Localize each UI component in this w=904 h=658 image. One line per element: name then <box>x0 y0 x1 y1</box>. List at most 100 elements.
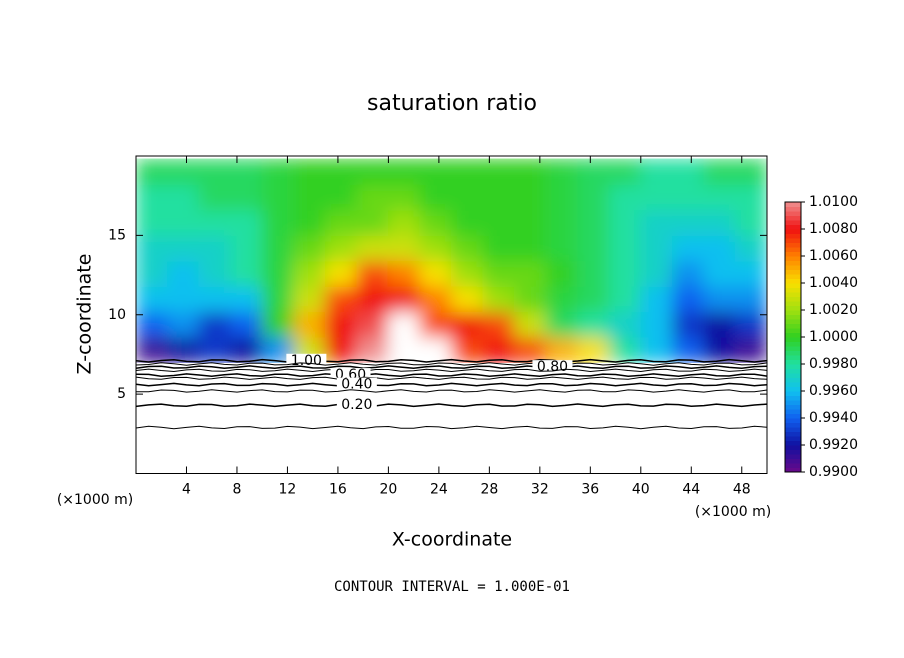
colorbar-swatch <box>785 211 801 216</box>
cell <box>514 285 547 313</box>
cell <box>514 336 547 363</box>
colorbar-swatch <box>785 229 801 234</box>
cell <box>734 260 767 287</box>
cell <box>577 209 610 236</box>
cell <box>293 184 326 211</box>
colorbar-swatch <box>785 337 801 342</box>
cell <box>261 209 295 236</box>
cell <box>261 285 295 313</box>
cell <box>293 158 326 186</box>
colorbar-swatch <box>785 301 801 306</box>
colorbar-swatch <box>785 247 801 252</box>
colorbar-swatch <box>785 391 801 396</box>
cell <box>167 184 200 211</box>
cell <box>482 311 516 338</box>
cell <box>419 260 452 287</box>
x-tick-label: 4 <box>182 482 191 498</box>
cell <box>198 260 232 287</box>
cell <box>356 311 389 338</box>
cell <box>482 158 516 186</box>
cell <box>387 184 421 211</box>
cell <box>324 234 358 262</box>
contour-line <box>136 389 768 393</box>
cell <box>482 209 516 236</box>
cell <box>419 336 452 363</box>
cell <box>671 209 705 236</box>
cell <box>577 260 610 287</box>
contour-label: 0.20 <box>341 397 372 413</box>
colorbar-swatch <box>785 413 801 419</box>
cell <box>136 158 169 186</box>
footer: CONTOUR INTERVAL = 1.000E-01 <box>334 579 570 595</box>
cell <box>608 311 642 338</box>
colorbar-swatch <box>785 202 801 207</box>
colorbar-tick-label: 0.9960 <box>809 383 858 399</box>
y-tick-label: 15 <box>108 227 126 243</box>
cell <box>671 158 705 186</box>
colorbar-swatch <box>785 292 801 297</box>
colorbar-tick-label: 1.0060 <box>809 248 858 264</box>
y-axis-label: Z-coordinate <box>74 254 96 375</box>
contour-line <box>135 376 768 380</box>
cell <box>419 285 452 313</box>
cell <box>640 285 673 313</box>
cell <box>230 260 263 287</box>
x-tick-label: 36 <box>581 482 599 498</box>
colorbar-swatch <box>785 224 801 230</box>
cell <box>198 158 232 186</box>
x-unit: (×1000 m) <box>57 492 133 508</box>
cell <box>545 209 579 236</box>
cell <box>514 311 547 338</box>
colorbar-swatch <box>785 260 801 266</box>
colorbar-swatch <box>785 364 801 369</box>
contour-label: 0.80 <box>537 359 568 375</box>
colorbar-swatch <box>785 350 801 356</box>
cell <box>671 184 705 211</box>
colorbar-swatch <box>785 355 801 360</box>
contour-label: 0.40 <box>341 377 372 393</box>
colorbar-swatch <box>785 296 801 302</box>
cell <box>198 234 232 262</box>
cell <box>198 209 232 236</box>
cell <box>230 158 263 186</box>
cell <box>482 184 516 211</box>
colorbar-tick-label: 0.9980 <box>809 356 858 372</box>
cell <box>356 285 389 313</box>
cell <box>734 234 767 262</box>
x-tick-label: 28 <box>480 482 498 498</box>
cell <box>136 285 169 313</box>
cell <box>387 285 421 313</box>
cell <box>577 285 610 313</box>
cell <box>198 311 232 338</box>
cell <box>734 336 767 363</box>
colorbar-tick-label: 1.0080 <box>809 221 858 237</box>
cell <box>230 209 263 236</box>
contour-line <box>135 368 768 373</box>
cell <box>419 158 452 186</box>
cell <box>703 158 736 186</box>
cell <box>734 184 767 211</box>
cell <box>419 184 452 211</box>
colorbar-swatch <box>785 310 801 315</box>
cell <box>482 260 516 287</box>
cell <box>230 234 263 262</box>
cell <box>671 260 705 287</box>
cell <box>167 336 200 363</box>
contour-label: 1.00 <box>291 353 322 369</box>
colorbar-tick-label: 1.0020 <box>809 302 858 318</box>
colorbar-swatch <box>785 409 801 414</box>
cell <box>451 311 484 338</box>
colorbar-swatch <box>785 382 801 387</box>
cell <box>545 158 579 186</box>
colorbar-swatch <box>785 440 801 446</box>
colorbar-swatch <box>785 395 801 401</box>
colorbar-swatch <box>785 220 801 225</box>
cell <box>230 336 263 363</box>
cell <box>608 336 642 363</box>
cell <box>167 260 200 287</box>
x-tick-label: 32 <box>531 482 549 498</box>
cell <box>545 184 579 211</box>
colorbar-tick-label: 1.0100 <box>809 194 858 210</box>
colorbar-swatch <box>785 458 801 464</box>
cell <box>545 311 579 338</box>
